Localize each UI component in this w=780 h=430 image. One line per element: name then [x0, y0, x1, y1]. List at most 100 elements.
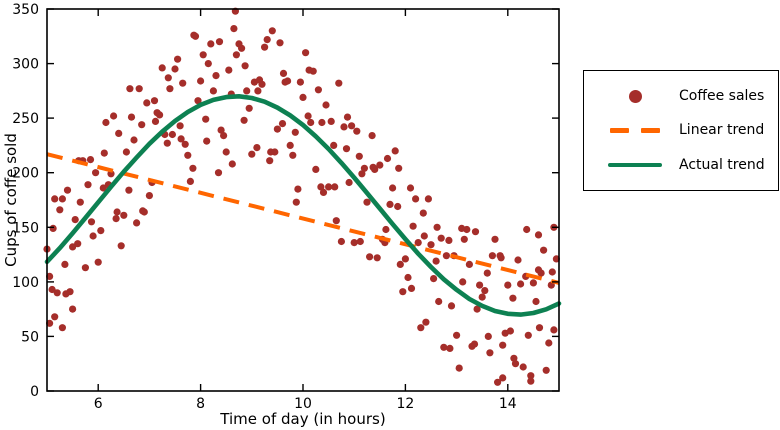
scatter-point: [414, 239, 422, 247]
scatter-point: [419, 209, 427, 217]
scatter-point: [84, 181, 92, 189]
scatter-point: [241, 62, 249, 70]
scatter-point: [190, 31, 198, 39]
scatter-point: [49, 224, 57, 232]
scatter-point: [548, 268, 556, 276]
scatter-point: [486, 349, 494, 357]
scatter-point: [99, 184, 107, 192]
tick-labels: 6 8 10 12 14 0 50 100 150 200 250 300 350: [12, 2, 517, 412]
scatter-point: [312, 165, 320, 173]
axis-ticks: [47, 8, 559, 392]
scatter-point: [143, 99, 151, 107]
scatter-marker-icon: [628, 89, 642, 103]
scatter-point: [243, 87, 251, 95]
scatter-point: [319, 188, 328, 196]
scatter-point: [245, 104, 253, 112]
scatter-point: [302, 49, 310, 57]
scatter-point: [433, 223, 441, 231]
scatter-point: [281, 78, 289, 86]
scatter-point: [253, 144, 261, 152]
legend-sample-area: [608, 162, 662, 168]
scatter-point: [254, 87, 262, 95]
legend-item-coffee-sales: Coffee sales: [608, 88, 768, 104]
scatter-point: [110, 112, 118, 120]
scatter-point: [510, 354, 518, 362]
x-tick-label: 6: [94, 396, 103, 412]
scatter-point: [63, 186, 72, 194]
scatter-point: [56, 206, 64, 214]
scatter-point: [138, 121, 146, 129]
scatter-point: [391, 147, 399, 155]
scatter-point: [186, 177, 194, 185]
scatter-point: [174, 55, 182, 63]
scatter-point: [353, 127, 361, 135]
y-tick-label: 50: [21, 329, 39, 345]
scatter-point: [292, 198, 300, 206]
scatter-point: [527, 372, 535, 380]
y-tick-label: 100: [12, 275, 39, 291]
scatter-point: [478, 293, 486, 301]
scatter-point: [395, 164, 403, 172]
scatter-point: [126, 85, 134, 93]
scatter-point: [100, 149, 108, 157]
scatter-point: [151, 117, 160, 125]
scatter-point: [62, 290, 70, 298]
scatter-point: [514, 256, 522, 264]
scatter-point: [276, 39, 284, 47]
scatter-point: [327, 117, 335, 125]
scatter-point: [194, 97, 202, 105]
scatter-point: [509, 294, 517, 302]
scatter-point: [235, 40, 243, 48]
scatter-point: [432, 257, 440, 265]
scatter-point: [360, 164, 368, 172]
scatter-point: [540, 246, 548, 254]
legend-label-linear-trend: Linear trend: [679, 122, 765, 139]
scatter-point: [369, 163, 377, 171]
scatter-point: [250, 78, 258, 86]
scatter-point: [69, 305, 77, 313]
scatter-point: [112, 215, 120, 223]
scatter-point: [248, 150, 256, 158]
scatter-point: [340, 123, 348, 131]
scatter-point: [207, 40, 215, 48]
scatter-point: [484, 332, 492, 340]
scatter-point: [494, 378, 502, 386]
scatter-point: [389, 184, 397, 192]
dashed-line-icon: [641, 128, 660, 133]
scatter-point: [404, 273, 412, 282]
scatter-point: [440, 343, 448, 351]
scatter-point: [366, 253, 374, 261]
scatter-point: [476, 281, 484, 289]
scatter-point: [220, 132, 228, 140]
scatter-point: [304, 112, 312, 120]
scatter-point: [87, 218, 96, 226]
scatter-point: [473, 305, 481, 313]
scatter-point: [58, 324, 66, 332]
scatter-point: [545, 339, 553, 347]
x-tick-label: 14: [499, 396, 517, 412]
scatter-point: [386, 200, 394, 208]
scatter-point: [176, 122, 184, 130]
scatter-point: [317, 183, 325, 191]
scatter-point: [519, 363, 527, 371]
scatter-point: [529, 279, 538, 287]
scatter-point: [48, 285, 56, 294]
scatter-point: [537, 269, 545, 277]
y-tick-label: 0: [30, 384, 39, 400]
scatter-point: [497, 254, 505, 262]
scatter-point: [337, 237, 345, 246]
solid-line-icon: [608, 162, 662, 168]
legend-item-linear-trend: Linear trend: [608, 122, 768, 138]
scatter-point: [511, 360, 520, 368]
legend: Coffee sales Linear trend Actual trend: [583, 70, 779, 191]
scatter-point: [335, 79, 343, 87]
scatter-point: [376, 161, 384, 169]
scatter-point: [406, 184, 415, 192]
scatter-point: [294, 185, 302, 193]
scatter-point: [102, 118, 110, 127]
scatter-point: [267, 148, 275, 156]
scatter-point: [350, 239, 358, 247]
scatter-point: [399, 288, 407, 296]
scatter-point: [330, 141, 338, 149]
scatter-point: [289, 151, 297, 159]
